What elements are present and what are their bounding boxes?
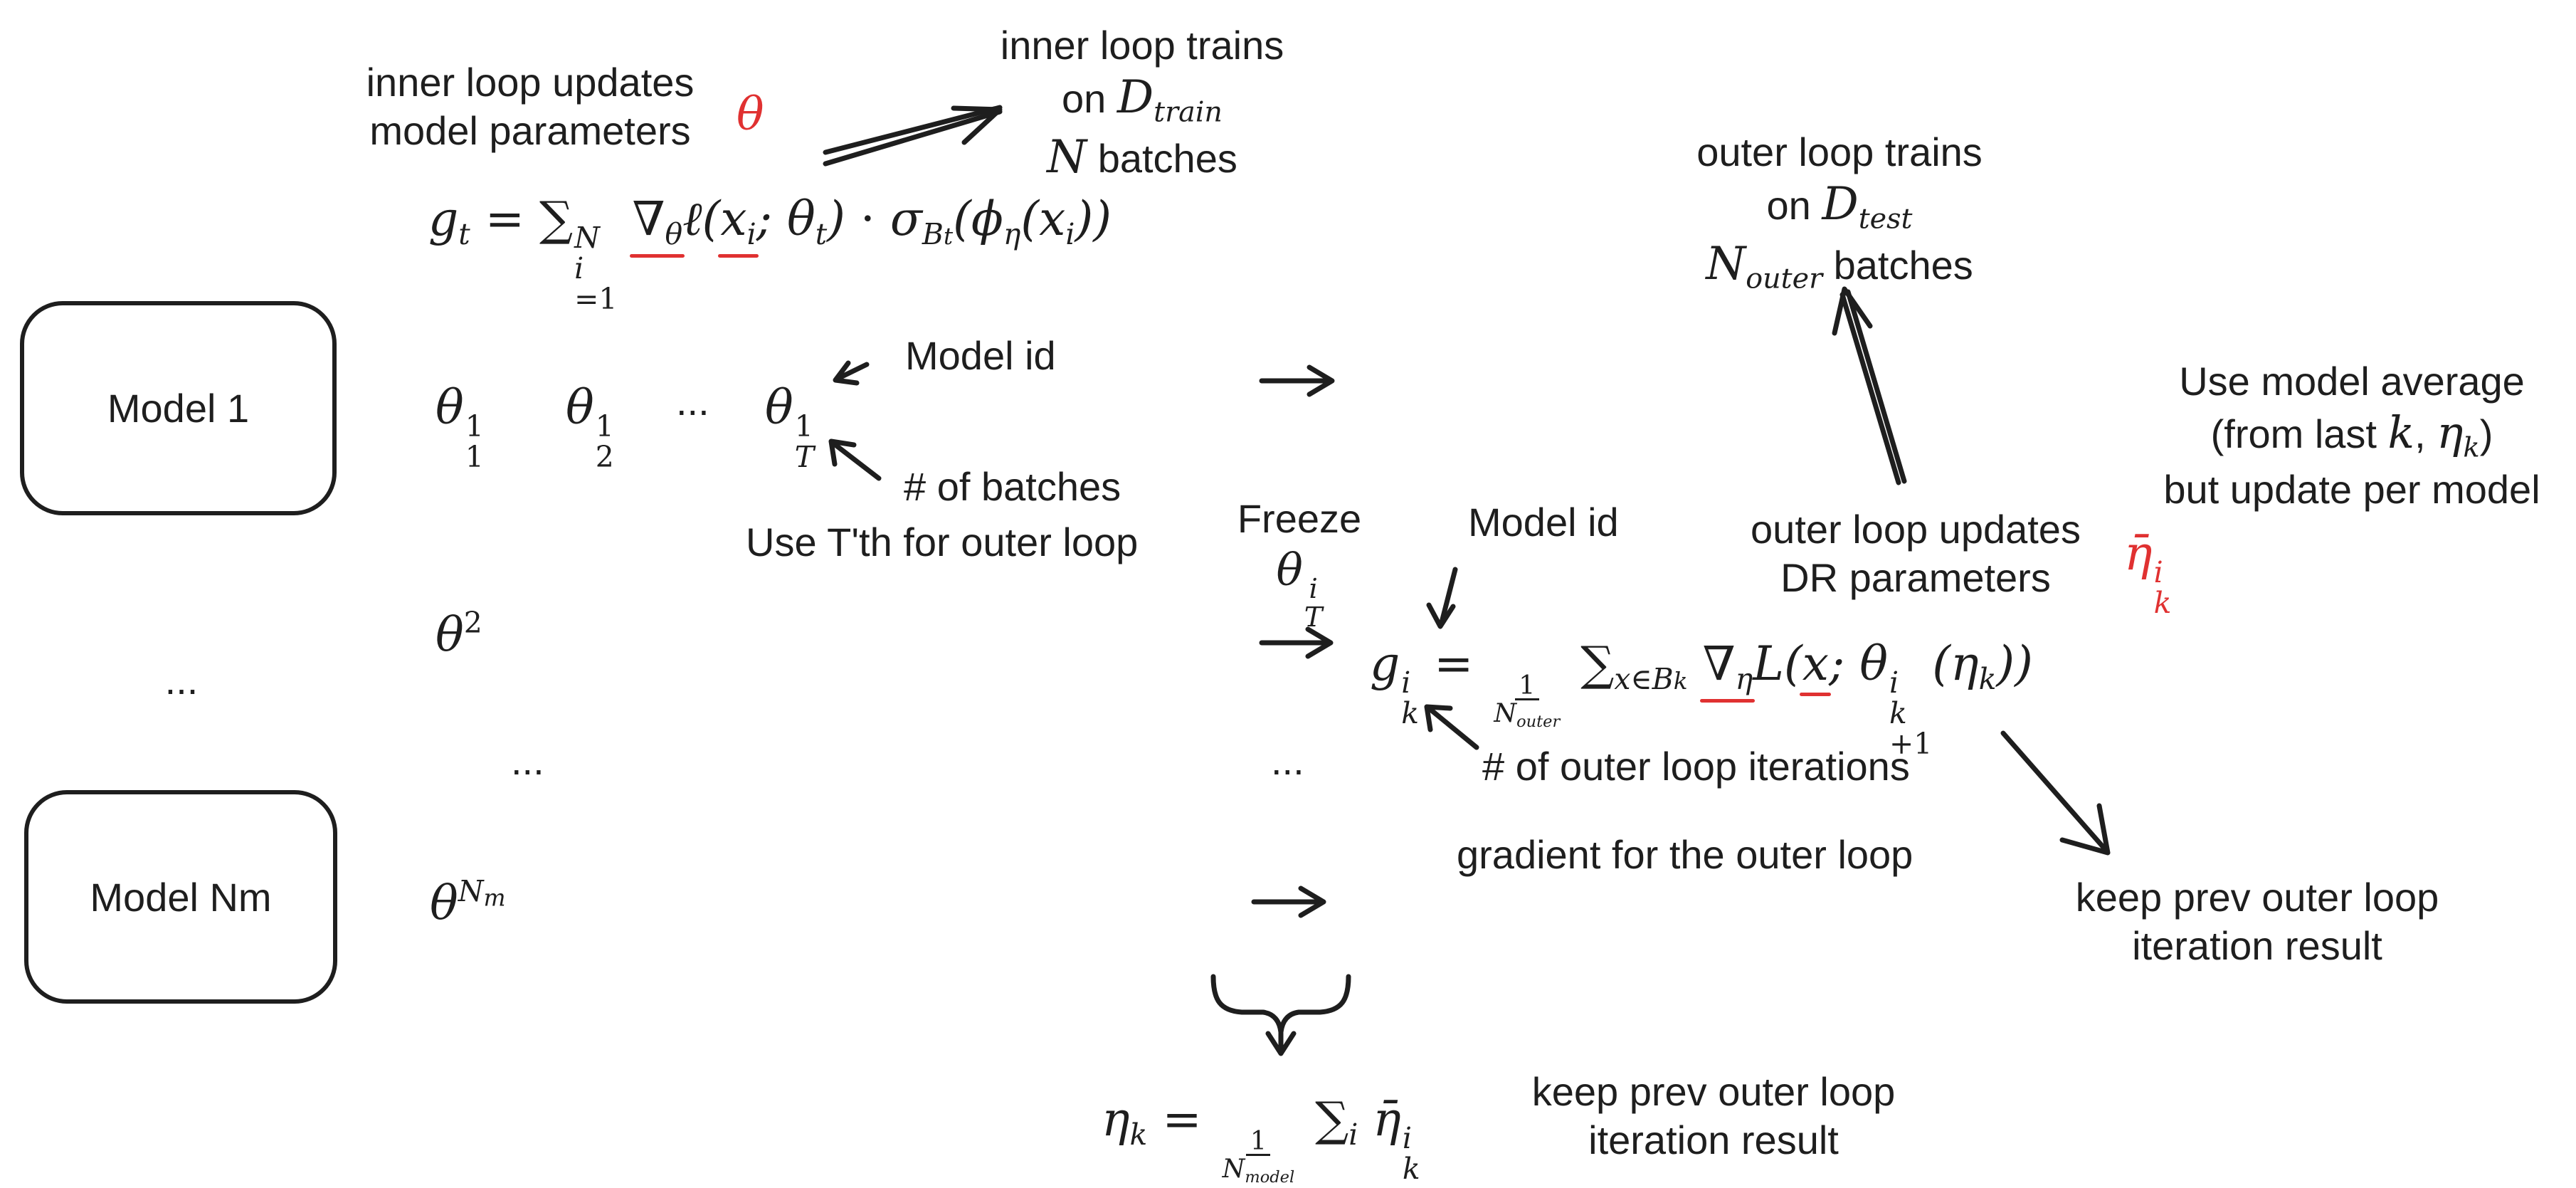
arrow-num-batches (828, 438, 882, 481)
keep-prev-bottom-line2: iteration result (1588, 1118, 1839, 1163)
arrow-right-3 (1251, 885, 1326, 918)
arrow-right-1 (1259, 364, 1335, 397)
eta-bar-symbol: η̄ i k (2124, 526, 2172, 621)
keep-prev-bottom-label: keep prev outer loop iteration result (1532, 1068, 1896, 1165)
keep-prev-right-label: keep prev outer loop iteration result (2076, 873, 2439, 971)
keep-prev-right-line1: keep prev outer loop (2075, 875, 2439, 920)
inner-trains-line3: N batches (1047, 131, 1237, 184)
inner-updates-line2: model parameters (369, 108, 691, 154)
arrow-outer-iterations (1424, 704, 1479, 750)
model-nm-box: Model Nm (24, 790, 337, 1004)
brace-aggregate (1210, 974, 1351, 1056)
inner-trains-label: inner loop trains on Dtrain N batches (1001, 21, 1284, 185)
theta-seq-dots: ... (676, 379, 709, 424)
keep-prev-bottom-line1: keep prev outer loop (1531, 1069, 1896, 1114)
inner-trains-line1: inner loop trains (1000, 23, 1284, 68)
outer-average-line1: Use model average (2179, 359, 2525, 404)
model-1-box: Model 1 (20, 301, 337, 515)
outer-updates-label: outer loop updates DR parameters (1751, 505, 2081, 603)
keep-prev-right-line2: iteration result (2132, 923, 2382, 969)
inner-use-tth-label: Use T'th for outer loop (746, 520, 1139, 564)
outer-average-line2: (from last k, ηk) (2210, 406, 2493, 464)
outer-average-line3: but update per model (2163, 466, 2540, 512)
inner-model-id-label: Model id (905, 333, 1056, 378)
inner-updates-label: inner loop updates model parameters (366, 58, 695, 156)
outer-trains-line2: on Dtest (1766, 178, 1913, 236)
outer-average-label: Use model average (from last k, ηk) but … (2163, 357, 2540, 514)
arrow-to-inner-trains (823, 105, 1003, 167)
inner-batches-label: # of batches (904, 464, 1121, 509)
outer-trains-line1: outer loop trains (1696, 130, 1983, 174)
theta-2: θ2 (436, 606, 482, 663)
inner-middle-dots: ... (511, 738, 544, 783)
outer-gradient-label: gradient for the outer loop (1457, 832, 1913, 877)
models-middle-dots: ... (164, 658, 199, 703)
inner-theta-symbol: θ (737, 88, 764, 141)
theta-Nm: θNm (430, 874, 506, 931)
outer-freeze-line1: Freeze (1237, 496, 1362, 541)
arrow-keep-prev-right (2000, 730, 2111, 856)
model-1-label: Model 1 (107, 386, 250, 431)
outer-updates-line1: outer loop updates (1751, 507, 2081, 552)
inner-updates-line1: inner loop updates (366, 60, 695, 105)
outer-iterations-label: # of outer loop iterations (1482, 744, 1910, 789)
arrow-model-id-inner (833, 360, 870, 386)
arrow-right-2 (1259, 626, 1334, 659)
outer-trains-line3: Nouter batches (1706, 238, 1973, 296)
eta-average-equation: ηk = 1 Nmodel ∑i η̄ i k (1102, 1092, 1420, 1187)
outer-model-id-label: Model id (1468, 500, 1619, 545)
outer-middle-dots: ... (1271, 738, 1304, 783)
outer-updates-line2: DR parameters (1780, 555, 2051, 601)
outer-trains-label: outer loop trains on Dtest Nouter batche… (1696, 128, 1983, 297)
arrow-model-id-outer (1426, 567, 1458, 629)
model-nm-label: Model Nm (90, 874, 272, 920)
inner-trains-line2: on Dtrain (1062, 71, 1223, 129)
arrow-to-outer-trains (1832, 286, 1907, 485)
